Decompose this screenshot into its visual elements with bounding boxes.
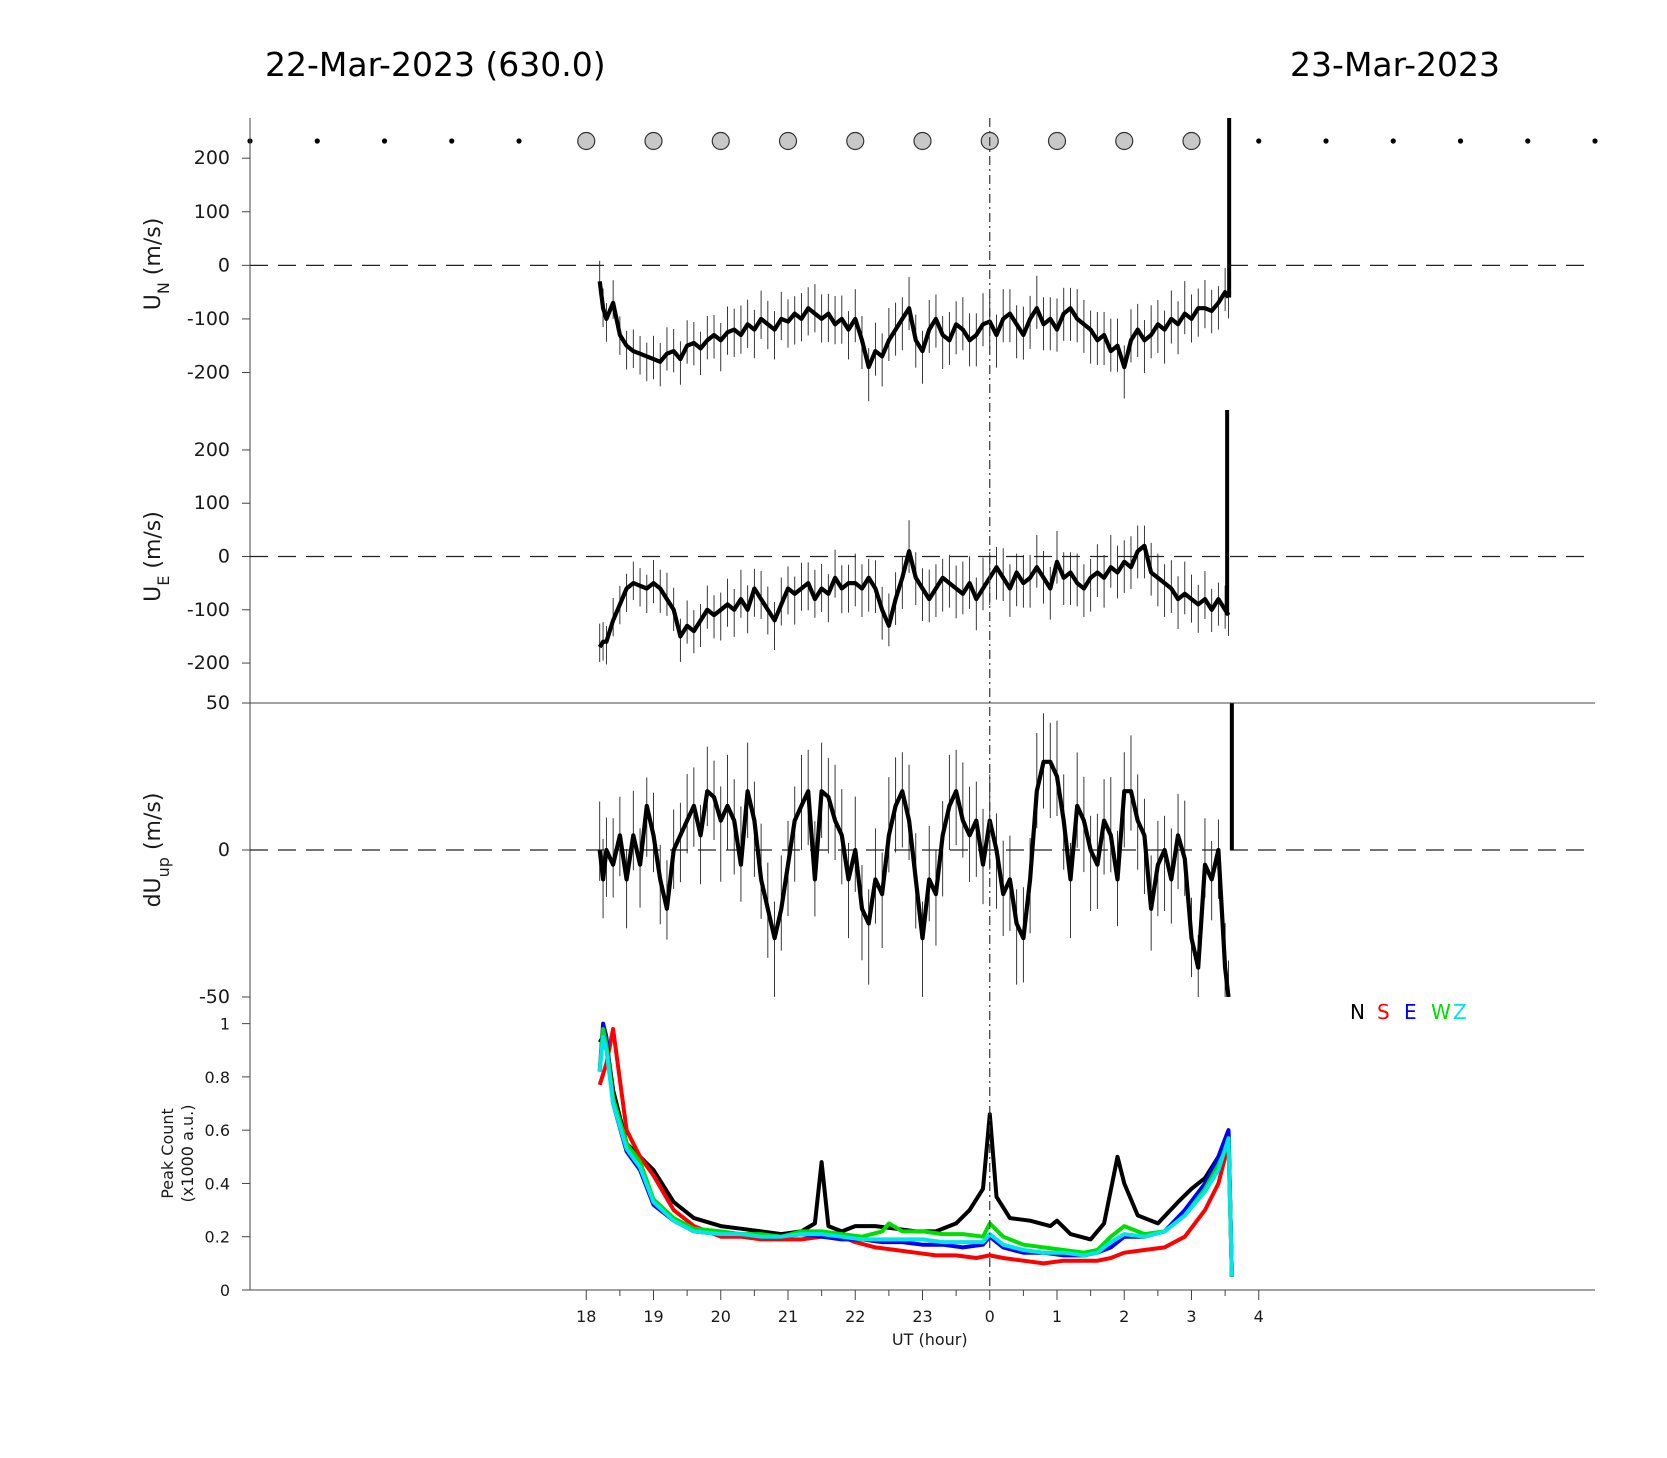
x-tick-label-7: 1 [1052, 1307, 1062, 1326]
x-tick-label-1: 19 [643, 1307, 663, 1326]
y-label-unit-0: (m/s) [141, 218, 166, 282]
y-tick-label-2-2: -50 [199, 986, 230, 1008]
y-label-sub-2: up [154, 857, 173, 877]
y-label-sub-0: N [154, 282, 173, 294]
legend-s: S [1377, 1000, 1390, 1024]
legend-w: W [1431, 1000, 1451, 1024]
y-label-unit-1: (m/s) [141, 511, 166, 575]
y-label-2: dUup (m/s) [141, 793, 173, 908]
moon-circle-7 [711, 131, 730, 151]
title-right: 23-Mar-2023 [1290, 45, 1500, 84]
marker-dot-15 [1256, 138, 1262, 144]
moon-circle-14 [1182, 131, 1201, 151]
y-label-main-0: U [141, 294, 166, 310]
x-tick-label-10: 4 [1254, 1307, 1264, 1326]
moon-circle-12 [1047, 131, 1067, 151]
y-label-sub-1: E [154, 576, 173, 586]
x-tick-label-9: 3 [1186, 1307, 1196, 1326]
x-tick-label-5: 23 [912, 1307, 932, 1326]
x-tick-label-0: 18 [576, 1307, 596, 1326]
y-tick-label-0-4: -200 [187, 361, 230, 383]
plot-area-2 [597, 703, 1234, 997]
y-label-main-1: U [141, 586, 166, 602]
y-tick-label-3-3: 0.4 [205, 1174, 230, 1193]
y-label-1: UE (m/s) [141, 511, 173, 602]
y-tick-label-3-2: 0.6 [205, 1121, 230, 1140]
y-tick-label-3-4: 0.2 [205, 1228, 230, 1247]
y-tick-label-1-3: -100 [187, 599, 230, 621]
moon-circle-13 [1115, 131, 1134, 151]
marker-dot-16 [1323, 138, 1329, 144]
legend-z: Z [1453, 1000, 1467, 1024]
marker-dot-18 [1457, 138, 1464, 144]
marker-dot-1 [314, 138, 320, 144]
y-tick-label-2-1: 0 [218, 839, 230, 861]
x-tick-label-6: 0 [985, 1307, 995, 1326]
y-tick-label-2-0: 50 [206, 692, 230, 714]
title-left: 22-Mar-2023 (630.0) [265, 45, 606, 84]
series-line-0-0 [597, 281, 1231, 370]
y-tick-label-1-4: -200 [187, 652, 230, 674]
y-tick-label-1-0: 200 [194, 439, 230, 461]
y-tick-label-0-2: 0 [218, 254, 230, 276]
x-tick-label-8: 2 [1119, 1307, 1129, 1326]
moon-circle-6 [644, 131, 663, 151]
panel-peak-count: 1 0.8 0.6 0.4 0.2 0 Peak Count (x1000 a.u.) 18 19… [158, 997, 1595, 1349]
panel-ue: 200 100 0 -100 -200 UE (m/s) [141, 410, 1585, 703]
moon-markers [247, 131, 1598, 151]
marker-dot-4 [516, 138, 522, 144]
y-tick-label-1-1: 100 [194, 492, 230, 514]
x-tick-label-2: 20 [711, 1307, 731, 1326]
plot-area-1 [597, 410, 1231, 665]
marker-dot-19 [1525, 138, 1531, 144]
marker-dot-3 [449, 138, 455, 144]
series-line-3-4 [597, 1035, 1234, 1277]
moon-circle-10 [913, 131, 932, 151]
series-line-3-1 [597, 1027, 1234, 1277]
marker-dot-20 [1592, 138, 1598, 144]
moon-circle-9 [846, 131, 865, 151]
y-label-line1: Peak Count [158, 1108, 177, 1199]
panel-dup: 50 0 -50 dUup (m/s) [141, 692, 1595, 1008]
legend-e: E [1404, 1000, 1417, 1024]
y-tick-label-3-1: 0.8 [205, 1068, 230, 1087]
y-tick-label-0-1: 100 [194, 201, 230, 223]
series-line-1-0 [597, 543, 1231, 649]
plot-area-3 [597, 1021, 1234, 1277]
y-tick-label-1-2: 0 [218, 546, 230, 568]
marker-dot-17 [1390, 138, 1396, 144]
y-tick-label-3-5: 0 [220, 1281, 230, 1300]
y-label-line2: (x1000 a.u.) [178, 1105, 197, 1203]
y-tick-label-3-0: 1 [220, 1015, 230, 1034]
moon-circle-8 [778, 131, 798, 151]
moon-circle-5 [577, 131, 596, 151]
y-label-0: UN (m/s) [141, 218, 173, 311]
marker-dot-2 [381, 138, 388, 144]
series-line-2-0 [597, 759, 1231, 997]
x-tick-label-4: 22 [845, 1307, 865, 1326]
y-label-unit-2: (m/s) [141, 793, 166, 857]
y-label-main-2: dU [141, 877, 166, 907]
x-axis-label: UT (hour) [892, 1330, 968, 1349]
y-tick-label-0-0: 200 [194, 147, 230, 169]
legend-n: N [1350, 1000, 1365, 1024]
panel-un: 200 100 0 -100 -200 UN (m/s) [141, 118, 1585, 410]
plot-area-0 [597, 118, 1232, 402]
x-tick-label-3: 21 [778, 1307, 798, 1326]
y-tick-label-0-3: -100 [187, 308, 230, 330]
